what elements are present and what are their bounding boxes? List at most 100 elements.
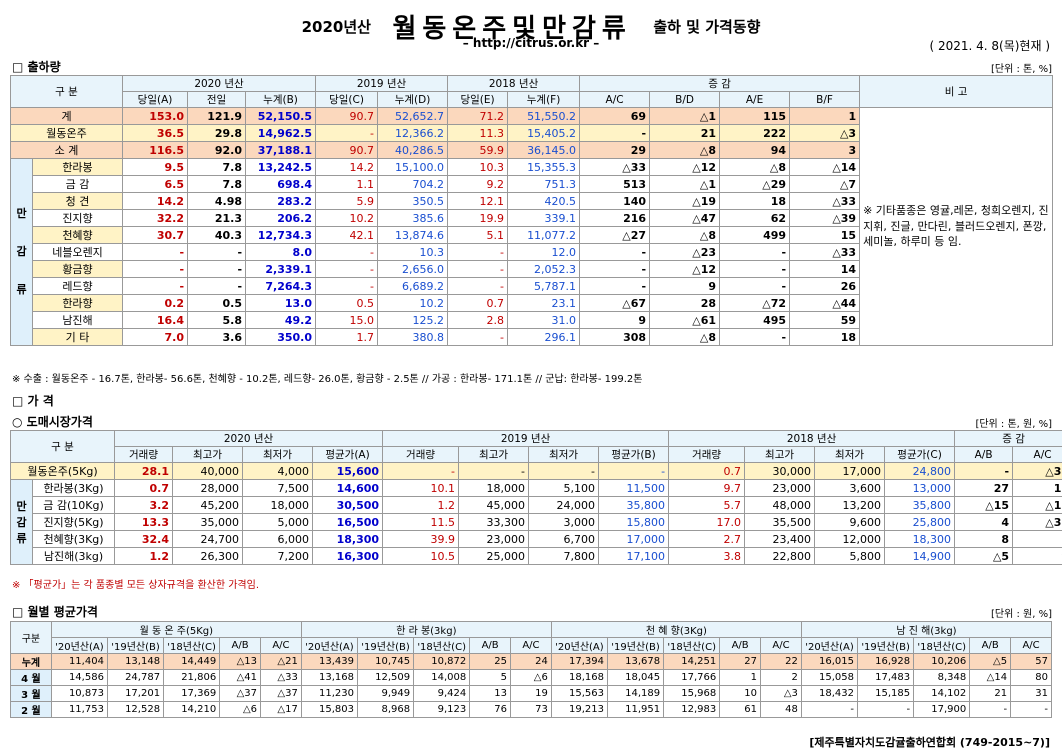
table-row: 금 감(10Kg) 3.2 45,200 18,000 30,500 1.2 45,000 2…	[11, 496, 1062, 514]
table-cell: △41	[219, 669, 261, 686]
header-col: A/C	[1010, 637, 1052, 654]
table-cell: 15	[789, 226, 861, 244]
section-price-title: □ 가 격	[12, 394, 54, 408]
table-cell: -	[122, 243, 189, 261]
table-cell: 17,394	[550, 653, 608, 670]
table-cell: 140	[579, 192, 651, 210]
header-col: 거래량	[382, 446, 460, 463]
row-label: 황금향	[31, 260, 124, 278]
header-col: B/D	[649, 91, 721, 108]
table-cell: △33	[579, 158, 651, 176]
table-cell: 35,000	[172, 513, 244, 531]
table-cell: 339.1	[507, 209, 581, 227]
table-cell: 18	[789, 328, 861, 346]
title-sub: 출하 및 가격동향	[653, 18, 761, 36]
table-cell: 5.1	[447, 226, 509, 244]
header-col: 당일(A)	[122, 91, 189, 108]
header-variety: 한 라 봉(3kg)	[300, 621, 552, 638]
table-cell: △37	[260, 685, 302, 702]
site-url[interactable]: – http://citrus.or.kr –	[462, 36, 600, 50]
table-cell: 48	[760, 701, 802, 718]
table-cell: 61	[719, 701, 762, 718]
header-col: A/C	[510, 637, 552, 654]
table-cell: 1.2	[114, 547, 174, 565]
table-cell: 6,000	[242, 530, 314, 548]
table-cell: 10.5	[382, 547, 460, 565]
table-cell: 28.1	[114, 462, 174, 480]
table-cell: △8	[649, 141, 721, 159]
table-cell: 16,928	[857, 653, 915, 670]
row-label: 2 월	[10, 701, 52, 718]
table-cell: 5.8	[187, 311, 247, 329]
table-cell: 10.2	[315, 209, 379, 227]
table-cell: 14.2	[122, 192, 189, 210]
table-cell: 9.5	[122, 158, 189, 176]
table-cell: -	[528, 462, 600, 480]
group-char: 류	[16, 532, 27, 545]
table-cell: 28	[649, 294, 721, 312]
table-cell: -	[719, 243, 791, 261]
table-cell: 3	[789, 141, 861, 159]
table-cell: 7,264.3	[245, 277, 317, 295]
row-label: 청 견	[31, 192, 124, 210]
table-cell: △17	[260, 701, 302, 718]
table-cell: 17,201	[106, 685, 165, 702]
table-cell: 18,300	[312, 530, 384, 548]
table-cell: 6,700	[528, 530, 600, 548]
table-cell: 9.7	[668, 479, 746, 497]
table-header-row: '20년산(A) '19년산(B) '18년산(C) A/B A/C '20년산(A) '1…	[11, 637, 1052, 654]
table-cell: 30,500	[312, 496, 384, 514]
table-row: 남진해 16.4 5.8 49.2 15.0 125.2 2.8 31.0 9 △61 495 59	[11, 311, 1053, 329]
header-col: 거래량	[668, 446, 746, 463]
header-col: 최고가	[172, 446, 244, 463]
header-col: A/B	[719, 637, 762, 654]
table-cell: 73	[510, 701, 552, 718]
header-col: 최저가	[528, 446, 600, 463]
table-cell: 7.8	[187, 158, 247, 176]
table-cell: 42.1	[315, 226, 379, 244]
table-cell: △27	[579, 226, 651, 244]
table-cell: 13.3	[114, 513, 174, 531]
table-cell: 14,251	[663, 653, 721, 670]
table-cell: 0.7	[114, 479, 174, 497]
table-cell: 12,000	[814, 530, 886, 548]
table-cell: △19	[649, 192, 721, 210]
table-cell: 29.8	[187, 124, 247, 142]
table-cell: -	[122, 260, 189, 278]
remark-cell: ※ 기타품종은 영귤,레몬, 청희오렌지, 진지휘, 진글, 만다린, 블러드오…	[859, 107, 1054, 346]
header-col: A/C	[260, 637, 302, 654]
table-row: 금 감 6.5 7.8 698.4 1.1 704.2 9.2 751.3 513 △1 △29 △7	[11, 175, 1053, 193]
table-row: 청 견 14.2 4.98 283.2 5.9 350.5 12.1 420.5 140 △19 1…	[11, 192, 1053, 210]
row-label: 4 월	[10, 669, 52, 686]
header-change: 증 감	[579, 75, 861, 92]
table-row: 진지향(5Kg) 13.3 35,000 5,000 16,500 11.5 33,300 3…	[11, 513, 1062, 531]
table-cell: -	[315, 243, 379, 261]
table-cell: 3,600	[814, 479, 886, 497]
table-cell: 15.0	[315, 311, 379, 329]
table-cell: △15	[954, 496, 1014, 514]
table-cell: 206.2	[245, 209, 317, 227]
table-cell: 4	[954, 513, 1014, 531]
footer-org: [제주특별자치도감귤출하연합회 (749-2015~7)]	[809, 736, 1050, 749]
table-cell: 49.2	[245, 311, 317, 329]
table-cell: 14,008	[413, 669, 471, 686]
table-cell: 18,432	[800, 685, 859, 702]
table-row: 만 감 류 한라봉 9.5 7.8 13,242.5 14.2 15,100.0 10.3 15,3…	[10, 158, 1053, 346]
table-cell: 4,000	[242, 462, 314, 480]
table-cell: 23.1	[507, 294, 581, 312]
table-cell: -	[1012, 530, 1062, 548]
header-col: 최저가	[814, 446, 886, 463]
table-cell: △36	[1012, 513, 1062, 531]
table-cell: 12.0	[507, 243, 581, 261]
row-label: 금 감	[31, 175, 124, 193]
table-cell: △8	[649, 328, 721, 346]
table-cell: -	[447, 243, 509, 261]
monthly-price-table: 구분 월 동 온 주(5Kg) 한 라 봉(3kg) 천 혜 향(3Kg) 남 진 해(…	[10, 621, 1053, 718]
table-cell: 35,800	[598, 496, 670, 514]
header-col: '18년산(C)	[413, 637, 471, 654]
table-cell: 1	[719, 669, 762, 686]
table-cell: 216	[579, 209, 651, 227]
table-row: 남진해(3kg) 1.2 26,300 7,200 16,300 10.5 25,000 7,…	[11, 547, 1062, 565]
